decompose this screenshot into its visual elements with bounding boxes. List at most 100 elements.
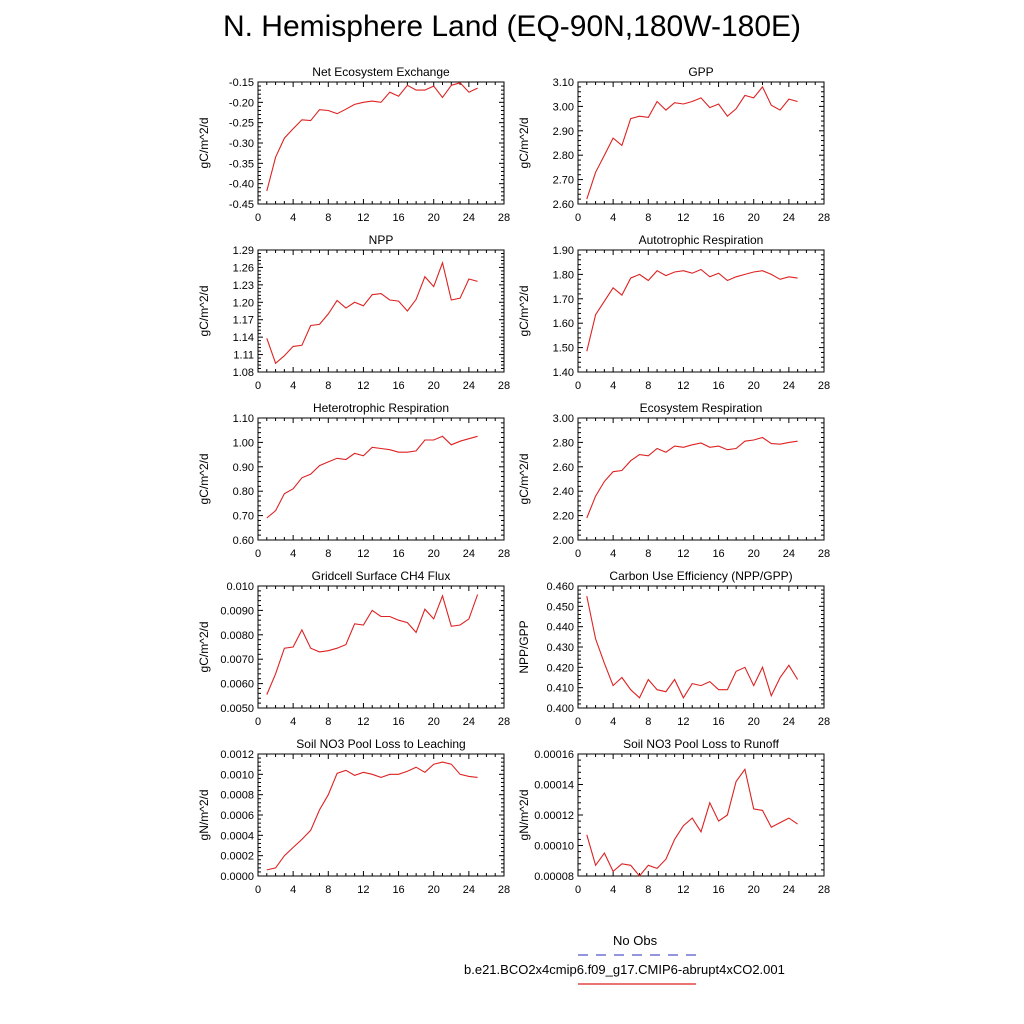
x-tick-label: 8 bbox=[325, 884, 331, 896]
y-tick-label: 2.80 bbox=[553, 437, 574, 449]
chart-panel-6: Ecosystem Respiration gC/m^2/d 3.00 2.80 2.6… bbox=[517, 401, 830, 560]
x-tick-label: 24 bbox=[463, 380, 475, 392]
x-tick-label: 28 bbox=[818, 380, 830, 392]
chart-panel-10: Soil NO3 Pool Loss to RunoffgN/m^2/d0.00… bbox=[517, 737, 830, 896]
y-axis-label: gC/m^2/d bbox=[197, 118, 211, 169]
x-tick-label: 16 bbox=[712, 380, 724, 392]
y-tick-label: 0.0002 bbox=[220, 851, 254, 863]
y-tick-label: 1.00 bbox=[233, 437, 254, 449]
x-tick-label: 4 bbox=[290, 380, 296, 392]
x-tick-label: 12 bbox=[677, 884, 689, 896]
x-tick-label: 24 bbox=[463, 548, 475, 560]
chart-panel-3: NPP gC/m^2/d 1.29 1.26 1.23 1.20 1.17 1.14 1.11 1… bbox=[197, 233, 510, 392]
series-line bbox=[586, 268, 798, 352]
x-tick-label: 24 bbox=[783, 212, 795, 224]
x-tick-label: 16 bbox=[712, 716, 724, 728]
y-tick-label: 0.400 bbox=[546, 703, 574, 715]
series-line bbox=[586, 436, 798, 519]
plot-frame bbox=[577, 81, 825, 205]
chart-title: Ecosystem Respiration bbox=[640, 401, 763, 415]
x-tick-label: 12 bbox=[357, 380, 369, 392]
y-tick-label: 0.0010 bbox=[220, 769, 254, 781]
page-title: N. Hemisphere Land (EQ-90N,180W-180E) bbox=[222, 10, 802, 43]
y-tick-label: 1.40 bbox=[553, 367, 574, 379]
x-tick-label: 28 bbox=[498, 548, 510, 560]
y-axis-label: gC/m^2/d bbox=[517, 286, 531, 337]
y-tick-label: 0.450 bbox=[546, 601, 574, 613]
y-tick-label: 1.26 bbox=[233, 262, 254, 274]
x-tick-label: 20 bbox=[748, 548, 760, 560]
plot-frame bbox=[257, 585, 505, 709]
legend bbox=[578, 954, 696, 985]
chart-title: Gridcell Surface CH4 Flux bbox=[312, 569, 451, 583]
y-tick-label: -0.45 bbox=[229, 199, 254, 211]
y-tick-label: 0.0000 bbox=[220, 871, 254, 883]
x-tick-label: 8 bbox=[645, 548, 651, 560]
x-tick-label: 20 bbox=[428, 380, 440, 392]
x-tick-label: 0 bbox=[255, 716, 261, 728]
y-tick-label: 0.420 bbox=[546, 662, 574, 674]
y-axis-label: gN/m^2/d bbox=[197, 790, 211, 841]
x-tick-label: 16 bbox=[392, 212, 404, 224]
chart-title: Net Ecosystem Exchange bbox=[312, 65, 450, 79]
chart-title: Autotrophic Respiration bbox=[639, 233, 764, 247]
x-tick-label: 4 bbox=[290, 548, 296, 560]
series-line bbox=[586, 596, 799, 699]
y-tick-label: 2.70 bbox=[553, 175, 574, 187]
x-tick-label: 24 bbox=[463, 716, 475, 728]
y-tick-label: 2.60 bbox=[553, 462, 574, 474]
y-tick-label: 0.0070 bbox=[220, 654, 254, 666]
chart-title: Heterotrophic Respiration bbox=[313, 401, 449, 415]
x-tick-label: 4 bbox=[610, 884, 616, 896]
x-tick-label: 20 bbox=[428, 212, 440, 224]
x-tick-label: 8 bbox=[645, 212, 651, 224]
x-tick-label: 28 bbox=[498, 716, 510, 728]
y-tick-label: -0.35 bbox=[229, 158, 254, 170]
y-tick-label: 0.70 bbox=[233, 511, 254, 523]
x-tick-label: 0 bbox=[575, 884, 581, 896]
x-tick-label: 28 bbox=[818, 548, 830, 560]
chart-title: Carbon Use Efficiency (NPP/GPP) bbox=[609, 569, 792, 583]
y-tick-label: 2.60 bbox=[553, 199, 574, 211]
y-tick-label: 0.60 bbox=[233, 535, 254, 547]
x-tick-label: 16 bbox=[392, 716, 404, 728]
x-tick-label: 28 bbox=[498, 884, 510, 896]
y-tick-label: 3.10 bbox=[553, 77, 574, 89]
plot-frame bbox=[577, 753, 825, 877]
y-axis-label: gC/m^2/d bbox=[517, 454, 531, 505]
y-axis-label: gC/m^2/d bbox=[517, 118, 531, 169]
x-tick-label: 16 bbox=[712, 212, 724, 224]
x-tick-label: 12 bbox=[357, 212, 369, 224]
y-tick-label: -0.20 bbox=[229, 97, 254, 109]
y-tick-label: 0.0060 bbox=[220, 679, 254, 691]
series-line bbox=[266, 260, 478, 365]
x-tick-label: 12 bbox=[357, 884, 369, 896]
plot-frame bbox=[257, 81, 505, 205]
x-tick-label: 24 bbox=[783, 548, 795, 560]
y-tick-label: 0.90 bbox=[233, 462, 254, 474]
x-tick-label: 8 bbox=[645, 716, 651, 728]
y-tick-label: 1.14 bbox=[233, 332, 254, 344]
plot-frame bbox=[257, 417, 505, 541]
x-tick-label: 20 bbox=[748, 716, 760, 728]
y-tick-label: 1.90 bbox=[553, 245, 574, 257]
y-axis-label: gC/m^2/d bbox=[197, 454, 211, 505]
y-tick-label: 3.00 bbox=[553, 413, 574, 425]
plot-frame bbox=[257, 249, 505, 373]
x-tick-label: 8 bbox=[325, 716, 331, 728]
series-line bbox=[266, 435, 478, 519]
x-tick-label: 12 bbox=[677, 548, 689, 560]
y-tick-label: 0.0006 bbox=[220, 810, 254, 822]
x-tick-label: 0 bbox=[575, 548, 581, 560]
y-axis-label: gN/m^2/d bbox=[517, 790, 531, 841]
plot-frame bbox=[577, 585, 825, 709]
y-tick-label: -0.30 bbox=[229, 138, 254, 150]
x-tick-label: 0 bbox=[255, 548, 261, 560]
chart-title: NPP bbox=[369, 233, 394, 247]
x-tick-label: 4 bbox=[610, 212, 616, 224]
x-tick-label: 8 bbox=[325, 548, 331, 560]
y-tick-label: 0.0050 bbox=[220, 703, 254, 715]
x-tick-label: 16 bbox=[392, 884, 404, 896]
chart-panel-4: Autotrophic Respiration gC/m^2/d 1.90 1.80 1… bbox=[517, 233, 830, 392]
